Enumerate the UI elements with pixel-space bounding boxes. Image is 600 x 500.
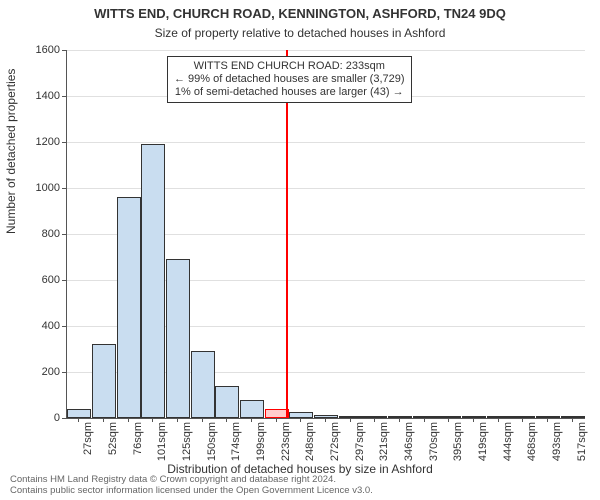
x-tick-label: 419sqm bbox=[477, 422, 489, 482]
x-tick-mark bbox=[424, 418, 425, 422]
histogram-bar bbox=[487, 416, 511, 418]
x-tick-mark bbox=[448, 418, 449, 422]
x-tick-mark bbox=[572, 418, 573, 422]
x-tick-label: 223sqm bbox=[280, 422, 292, 482]
histogram-bar bbox=[191, 351, 215, 418]
histogram-bar bbox=[166, 259, 190, 418]
x-tick-label: 52sqm bbox=[107, 422, 119, 482]
x-tick-mark bbox=[522, 418, 523, 422]
x-tick-mark bbox=[350, 418, 351, 422]
annotation-line-2: ← 99% of detached houses are smaller (3,… bbox=[174, 73, 405, 86]
y-tick-mark bbox=[62, 188, 66, 189]
x-tick-mark bbox=[152, 418, 153, 422]
y-tick-mark bbox=[62, 372, 66, 373]
x-tick-mark bbox=[78, 418, 79, 422]
x-tick-mark bbox=[251, 418, 252, 422]
x-tick-mark bbox=[128, 418, 129, 422]
marker-line bbox=[286, 50, 288, 418]
annotation-line-1: WITTS END CHURCH ROAD: 233sqm bbox=[174, 60, 405, 73]
histogram-bar bbox=[141, 144, 165, 418]
chart-subtitle: Size of property relative to detached ho… bbox=[0, 26, 600, 40]
y-tick-mark bbox=[62, 50, 66, 51]
y-tick-mark bbox=[62, 280, 66, 281]
x-tick-label: 150sqm bbox=[206, 422, 218, 482]
x-tick-label: 321sqm bbox=[378, 422, 390, 482]
histogram-chart: WITTS END, CHURCH ROAD, KENNINGTON, ASHF… bbox=[0, 0, 600, 500]
y-tick-mark bbox=[62, 96, 66, 97]
x-tick-label: 444sqm bbox=[502, 422, 514, 482]
x-tick-label: 395sqm bbox=[452, 422, 464, 482]
gridline bbox=[67, 50, 585, 51]
x-tick-label: 517sqm bbox=[576, 422, 588, 482]
x-tick-label: 76sqm bbox=[132, 422, 144, 482]
x-tick-mark bbox=[226, 418, 227, 422]
gridline bbox=[67, 142, 585, 143]
histogram-bar bbox=[92, 344, 116, 418]
x-tick-mark bbox=[399, 418, 400, 422]
annotation-box: WITTS END CHURCH ROAD: 233sqm← 99% of de… bbox=[167, 56, 412, 103]
annotation-line-3: 1% of semi-detached houses are larger (4… bbox=[174, 86, 405, 99]
x-tick-label: 468sqm bbox=[526, 422, 538, 482]
y-tick-label: 1000 bbox=[10, 183, 60, 194]
x-tick-mark bbox=[103, 418, 104, 422]
x-tick-mark bbox=[547, 418, 548, 422]
x-tick-mark bbox=[300, 418, 301, 422]
histogram-bar bbox=[67, 409, 91, 418]
histogram-bar bbox=[413, 416, 437, 418]
y-tick-mark bbox=[62, 326, 66, 327]
x-tick-label: 493sqm bbox=[551, 422, 563, 482]
plot-area: WITTS END CHURCH ROAD: 233sqm← 99% of de… bbox=[66, 50, 585, 419]
x-tick-label: 370sqm bbox=[428, 422, 440, 482]
x-tick-mark bbox=[473, 418, 474, 422]
x-tick-label: 101sqm bbox=[156, 422, 168, 482]
x-tick-label: 199sqm bbox=[255, 422, 267, 482]
highlight-bar bbox=[265, 409, 289, 418]
histogram-bar bbox=[339, 416, 363, 418]
y-tick-label: 200 bbox=[10, 367, 60, 378]
x-tick-label: 248sqm bbox=[304, 422, 316, 482]
y-tick-mark bbox=[62, 418, 66, 419]
y-tick-label: 1400 bbox=[10, 91, 60, 102]
y-tick-label: 0 bbox=[10, 413, 60, 424]
x-tick-label: 174sqm bbox=[230, 422, 242, 482]
x-tick-mark bbox=[374, 418, 375, 422]
y-tick-label: 600 bbox=[10, 275, 60, 286]
y-tick-mark bbox=[62, 234, 66, 235]
histogram-bar bbox=[240, 400, 264, 418]
x-tick-mark bbox=[498, 418, 499, 422]
y-tick-label: 400 bbox=[10, 321, 60, 332]
x-tick-mark bbox=[325, 418, 326, 422]
histogram-bar bbox=[117, 197, 141, 418]
chart-title: WITTS END, CHURCH ROAD, KENNINGTON, ASHF… bbox=[0, 6, 600, 21]
x-tick-label: 125sqm bbox=[181, 422, 193, 482]
x-tick-label: 272sqm bbox=[329, 422, 341, 482]
y-tick-label: 800 bbox=[10, 229, 60, 240]
x-tick-label: 27sqm bbox=[82, 422, 94, 482]
x-tick-label: 297sqm bbox=[354, 422, 366, 482]
x-tick-mark bbox=[177, 418, 178, 422]
histogram-bar bbox=[215, 386, 239, 418]
y-tick-label: 1600 bbox=[10, 45, 60, 56]
y-tick-label: 1200 bbox=[10, 137, 60, 148]
histogram-bar bbox=[561, 416, 585, 418]
x-tick-label: 346sqm bbox=[403, 422, 415, 482]
y-tick-mark bbox=[62, 142, 66, 143]
x-tick-mark bbox=[202, 418, 203, 422]
x-tick-mark bbox=[276, 418, 277, 422]
